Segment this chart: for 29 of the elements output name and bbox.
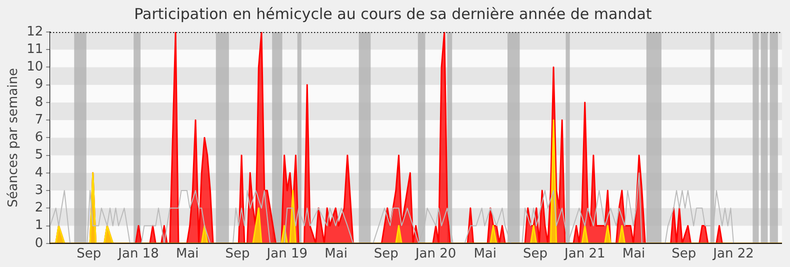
x-tick-label: Jan 18 [117, 246, 159, 262]
x-tick-label: Jan 21 [564, 246, 606, 262]
x-tick-label: Sep [374, 246, 398, 262]
x-tick-label: Mai [324, 246, 348, 262]
y-tick-label: 2 [34, 200, 44, 216]
x-tick-label: Mai [474, 246, 496, 262]
y-tick-label: 3 [34, 182, 44, 198]
y-tick-label: 11 [26, 42, 44, 57]
y-tick-label: 5 [34, 148, 44, 163]
y-tick-label: 10 [26, 60, 44, 75]
y-tick-label: 8 [34, 94, 44, 110]
y-axis-title: Séances par semaine [6, 68, 22, 208]
x-tick-label: Mai [622, 246, 646, 262]
x-tick-label: Sep [522, 246, 548, 262]
y-tick-label: 7 [34, 112, 44, 128]
y-tick-label: 9 [34, 77, 44, 92]
y-tick-label: 12 [26, 24, 44, 40]
y-tick-label: 4 [34, 165, 44, 180]
x-tick-label: Sep [225, 246, 250, 262]
x-tick-label: Jan 19 [266, 246, 308, 262]
y-tick-label: 6 [34, 130, 44, 146]
chart-title: Participation en hémicycle au cours de sa dernière année de mandat [134, 4, 652, 23]
y-tick-label: 0 [34, 236, 44, 251]
x-tick-label: Mai [176, 246, 199, 262]
x-tick-label: Sep [76, 246, 102, 262]
x-tick-label: Sep [672, 246, 696, 262]
y-tick-label: 1 [34, 218, 44, 234]
x-tick-label: Jan 20 [414, 246, 456, 262]
x-tick-label: Jan 22 [712, 246, 754, 262]
